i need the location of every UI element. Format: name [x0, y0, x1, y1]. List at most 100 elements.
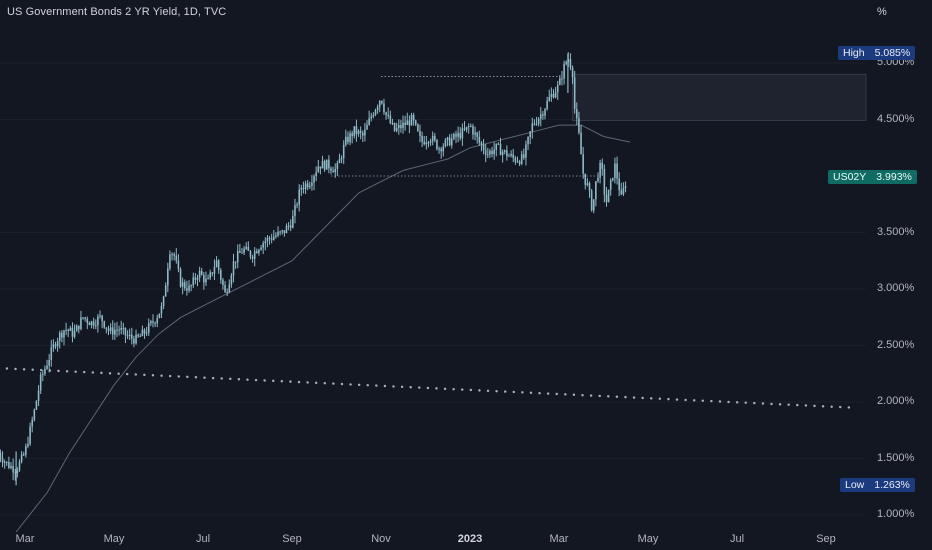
candle-body	[145, 332, 148, 334]
x-tick-label: Mar	[15, 533, 35, 545]
candle-body	[215, 260, 218, 268]
candle-body	[400, 125, 402, 129]
candle-body	[590, 190, 593, 211]
candle-body	[527, 137, 529, 145]
candle-body	[52, 344, 55, 348]
candle-body	[190, 285, 192, 287]
candle-body	[597, 177, 599, 182]
candle-body	[512, 154, 515, 158]
candle-body	[576, 109, 578, 118]
candle-body	[260, 247, 262, 250]
candles-layer	[0, 52, 627, 486]
candle-body	[472, 126, 474, 135]
candle-body	[20, 454, 23, 462]
candle-body	[154, 322, 156, 324]
candle-body	[620, 190, 623, 195]
candle-body	[495, 143, 498, 150]
candle-body	[16, 470, 19, 474]
candle-body	[275, 235, 277, 237]
candle-body	[56, 340, 59, 347]
low-badge: Low 1.263%	[840, 478, 915, 493]
candle-body	[234, 261, 237, 263]
candle-body	[463, 128, 466, 130]
candle-body	[118, 329, 120, 331]
candle-body	[395, 127, 398, 131]
candle-body	[111, 327, 114, 335]
candle-body	[251, 256, 254, 259]
candle-body	[171, 254, 173, 256]
candle-body	[122, 327, 125, 329]
x-tick-label: May	[637, 533, 659, 545]
candle-body	[88, 322, 91, 326]
candle-body	[71, 327, 74, 337]
candle-body	[309, 185, 311, 188]
candle-body	[135, 334, 137, 344]
dotted-trendline[interactable]	[0, 366, 854, 409]
candle-body	[211, 272, 214, 274]
candle-body	[578, 117, 580, 133]
candle-body	[194, 277, 197, 280]
candle-body	[580, 132, 582, 155]
candle-body	[296, 204, 298, 206]
candle-body	[459, 132, 462, 139]
candle-body	[518, 161, 521, 164]
candle-body	[200, 270, 203, 275]
candle-body	[480, 142, 483, 145]
candle-body	[279, 231, 281, 233]
candle-body	[289, 225, 292, 228]
candle-body	[391, 122, 394, 124]
candle-body	[455, 133, 457, 137]
candle-body	[319, 166, 322, 169]
candle-body	[126, 335, 129, 337]
candle-body	[349, 133, 351, 143]
low-badge-label: Low	[845, 479, 865, 492]
high-badge-label: High	[843, 47, 865, 60]
candle-body	[3, 461, 6, 463]
candle-body	[262, 243, 264, 248]
candle-body	[542, 114, 544, 116]
candle-body	[12, 465, 14, 473]
candle-body	[448, 137, 451, 146]
candle-body	[353, 126, 356, 137]
candle-body	[338, 159, 341, 164]
candle-body	[256, 251, 258, 254]
candle-body	[315, 172, 317, 177]
candle-body	[550, 93, 553, 98]
resistance-zone[interactable]	[571, 73, 867, 122]
candle-body	[27, 443, 29, 447]
candle-body	[476, 132, 479, 137]
candle-body	[285, 225, 288, 234]
candle-body	[438, 148, 440, 150]
candle-body	[482, 144, 485, 151]
candle-body	[50, 347, 53, 360]
x-tick-label: May	[103, 533, 125, 545]
candle-body	[614, 163, 616, 178]
candle-body	[298, 189, 301, 205]
candle-body	[425, 142, 428, 145]
candle-body	[105, 327, 108, 329]
grid-layer	[0, 62, 866, 516]
candle-body	[1, 458, 4, 463]
candle-body	[478, 136, 481, 143]
candle-body	[224, 285, 226, 293]
candle-body	[434, 135, 436, 140]
candle-body	[164, 285, 167, 297]
candle-body	[124, 327, 127, 336]
candle-body	[383, 103, 385, 113]
candle-body	[436, 139, 438, 150]
candle-body	[196, 277, 199, 280]
candle-body	[370, 116, 373, 119]
candle-body	[31, 419, 34, 427]
candle-body	[25, 446, 27, 455]
x-tick-label: Nov	[371, 533, 391, 545]
candle-body	[58, 332, 61, 341]
candle-body	[48, 359, 50, 366]
candle-body	[453, 133, 455, 139]
current-badge-label: US02Y	[833, 170, 867, 183]
candle-body	[514, 157, 517, 162]
candle-body	[173, 254, 175, 256]
candle-body	[137, 334, 139, 337]
candle-body	[177, 260, 180, 269]
